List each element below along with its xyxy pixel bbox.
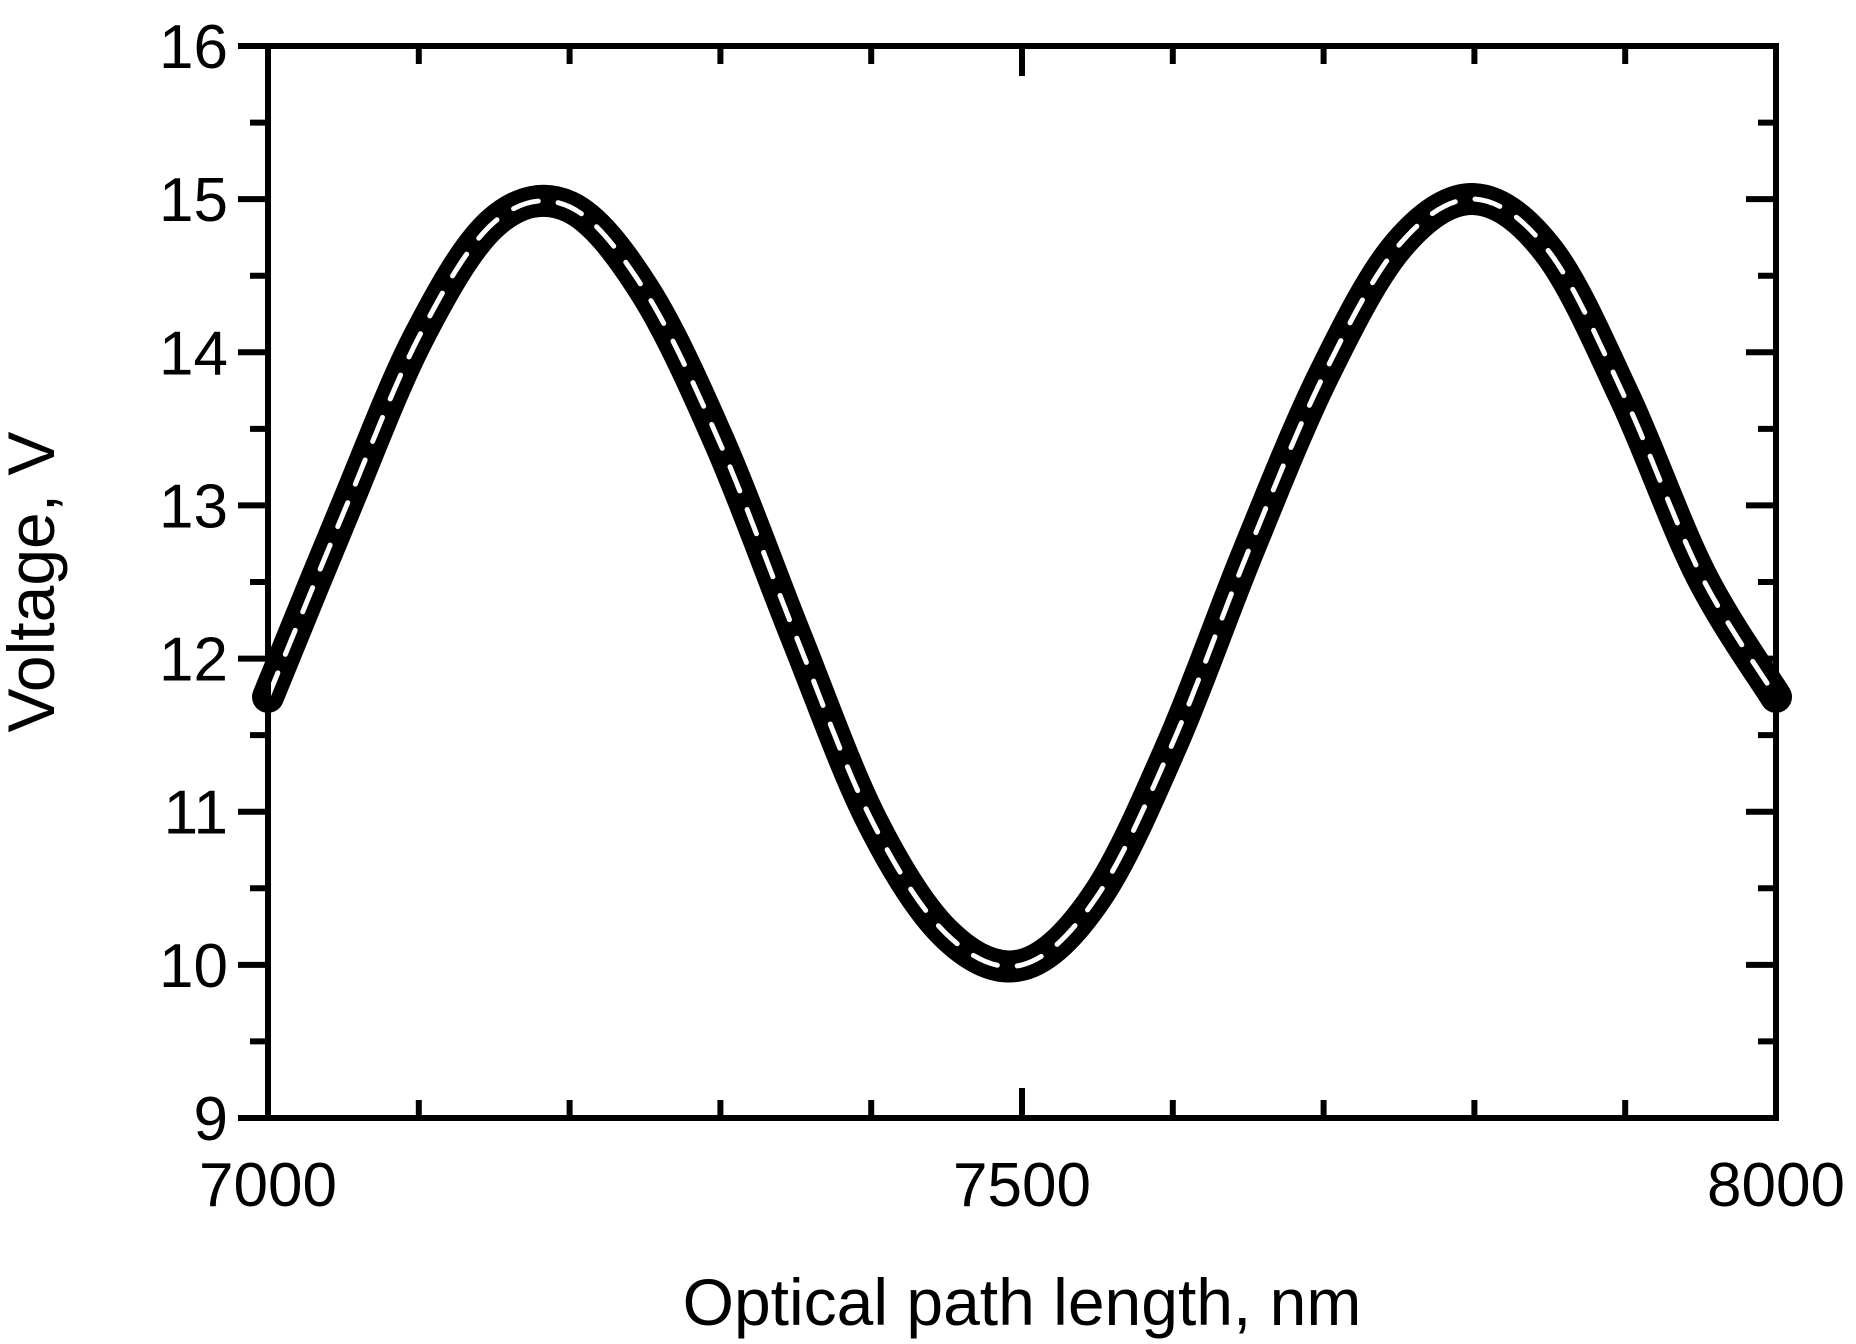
x-tick-label: 8000 bbox=[1707, 1151, 1845, 1220]
x-tick-label: 7500 bbox=[953, 1151, 1091, 1220]
y-tick-label: 16 bbox=[159, 13, 228, 82]
plot-frame bbox=[265, 43, 1779, 1121]
series-band-line bbox=[252, 183, 1792, 983]
y-tick-label: 15 bbox=[159, 166, 228, 235]
y-tick-label: 11 bbox=[164, 779, 228, 848]
y-axis-title: Voltage, V bbox=[0, 432, 68, 733]
x-axis-title: Optical path length, nm bbox=[683, 1265, 1362, 1339]
y-tick-label: 10 bbox=[159, 932, 228, 1001]
y-tick-label: 14 bbox=[159, 319, 228, 388]
y-tick-label: 9 bbox=[194, 1085, 228, 1154]
y-tick-label: 12 bbox=[159, 626, 228, 695]
series-dashed-centerline bbox=[265, 196, 1779, 969]
y-tick-label: 13 bbox=[159, 472, 228, 541]
series-layer bbox=[252, 183, 1792, 983]
x-tick-label: 7000 bbox=[199, 1151, 337, 1220]
labels-layer: 9 10 11 12 13 14 15 16 7000 7500 8000 bbox=[159, 13, 1845, 1220]
